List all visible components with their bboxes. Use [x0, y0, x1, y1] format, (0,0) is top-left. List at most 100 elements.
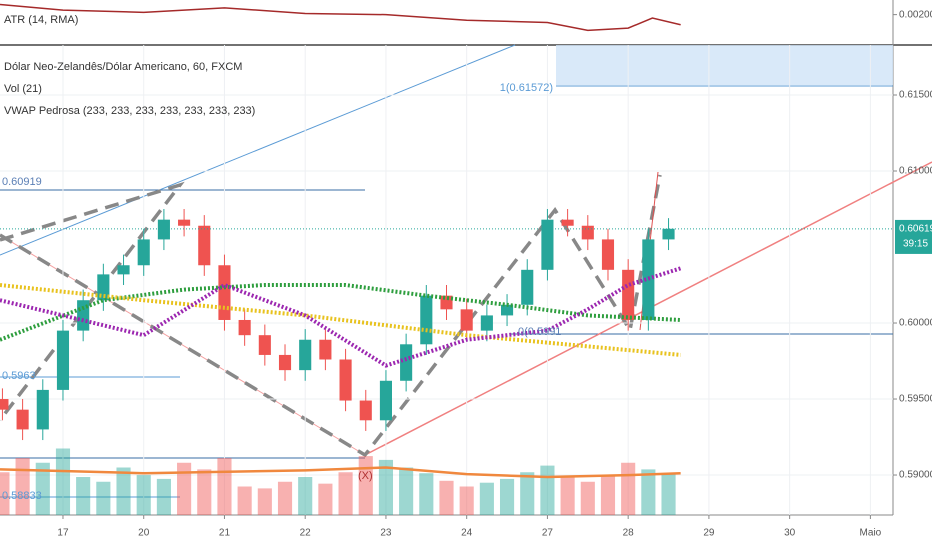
volume-bar: [499, 478, 515, 515]
volume-bar: [621, 462, 636, 515]
candle-body: [137, 239, 150, 266]
x-tick-label: 20: [138, 528, 150, 539]
x-tick-label: 30: [784, 528, 796, 539]
candle-body: [218, 265, 231, 320]
indicator-label: VWAP Pedrosa (233, 233, 233, 233, 233, 2…: [4, 105, 255, 117]
countdown-label: 39:15: [903, 239, 928, 250]
volume-bar: [540, 465, 555, 515]
volume-bar: [298, 477, 313, 515]
y-tick-label: 0.59500: [899, 394, 932, 405]
price-badge-label: 0.60619: [899, 224, 932, 235]
candle-body: [662, 228, 675, 240]
indicator-label: Vol (21): [4, 83, 42, 95]
candle-body: [238, 319, 251, 336]
candle-body: [581, 225, 594, 240]
candle-body: [198, 225, 211, 266]
fib-zone: [556, 45, 893, 85]
volume-bar: [318, 483, 333, 515]
candle-body: [36, 389, 49, 430]
candle-body: [642, 239, 655, 320]
x-tick-label: 28: [623, 528, 635, 539]
x-tick-label: 22: [300, 528, 312, 539]
volume-bar: [96, 481, 111, 515]
candle-body: [561, 219, 574, 226]
candle-body: [258, 335, 271, 355]
moving-average: [0, 266, 682, 368]
volume-bar: [136, 475, 151, 515]
candle-body: [400, 344, 413, 381]
candle-body: [541, 219, 554, 270]
volume-bar: [459, 486, 474, 515]
moving-average: [0, 283, 681, 342]
candle-body: [601, 239, 615, 270]
volume-bar: [35, 462, 50, 515]
x-tick-label: 29: [703, 528, 715, 539]
volume-bar: [15, 458, 30, 515]
x-tick-label: 24: [461, 528, 473, 539]
volume-bar: [338, 472, 353, 515]
volume-bar: [277, 481, 293, 515]
volume-bar: [399, 467, 414, 515]
volume-bar: [0, 472, 10, 515]
fib-label: 0(0.5991: [518, 326, 561, 338]
volume-bar: [237, 486, 252, 515]
candle-body: [339, 359, 352, 401]
volume-bar: [520, 472, 535, 515]
volume-bar: [358, 456, 373, 515]
chart-title: Dólar Neo-Zelandês/Dólar Americano, 60, …: [4, 61, 242, 73]
x-tick-label: 27: [542, 528, 554, 539]
candle-body: [77, 300, 90, 331]
y-tick-label: 0.59000: [899, 470, 932, 481]
fib-label: 0.58833: [2, 490, 42, 502]
price-badge: [895, 219, 932, 254]
trend-line: [0, 44, 516, 256]
volume-bar: [580, 481, 595, 515]
volume-bar: [116, 467, 131, 515]
candle-body: [379, 380, 392, 421]
candle-body: [0, 399, 9, 410]
candle-body: [299, 339, 312, 371]
candle-body: [319, 339, 332, 360]
candle-body: [420, 295, 433, 345]
volume-bar: [177, 462, 192, 515]
x-tick-label: 17: [57, 528, 69, 539]
atr-line: [0, 3, 681, 32]
y-tick-label: 0.00200: [899, 9, 932, 20]
volume-bar: [419, 473, 434, 515]
candle-body: [178, 219, 191, 226]
volume-bar: [600, 475, 616, 515]
candle-body: [460, 309, 473, 331]
volume-bar: [560, 477, 575, 515]
y-tick-label: 0.60000: [899, 318, 932, 329]
candle-body: [278, 354, 292, 371]
volume-bar: [641, 469, 656, 515]
volume-bar: [156, 478, 171, 515]
volume-bar: [439, 480, 454, 515]
volume-bar: [55, 448, 71, 515]
fib-label: 1(0.61572): [500, 82, 553, 94]
fib-label: 0.60919: [2, 176, 42, 188]
volume-bar: [76, 477, 91, 515]
candle-body: [480, 315, 493, 331]
volume-bar: [479, 482, 494, 515]
fib-label: 0.5963: [2, 370, 36, 382]
y-tick-label: 0.61500: [899, 90, 932, 101]
candle-body: [56, 330, 70, 390]
volume-ma: [0, 466, 681, 479]
volume-bar: [217, 458, 232, 515]
volume-bar: [197, 469, 212, 515]
y-tick-label: 0.61000: [899, 166, 932, 177]
x-tick-label: Maio: [860, 528, 882, 539]
pattern-label: (X): [358, 470, 373, 482]
volume-bar: [257, 488, 272, 515]
moving-average: [0, 283, 681, 357]
candle-body: [117, 265, 130, 275]
candle-body: [440, 295, 453, 310]
candle-body: [16, 409, 29, 430]
candle-body: [157, 219, 170, 240]
atr-label: ATR (14, RMA): [4, 14, 78, 26]
pattern-line: [0, 174, 662, 458]
volume-bar: [661, 473, 676, 515]
candle-body: [359, 400, 372, 421]
